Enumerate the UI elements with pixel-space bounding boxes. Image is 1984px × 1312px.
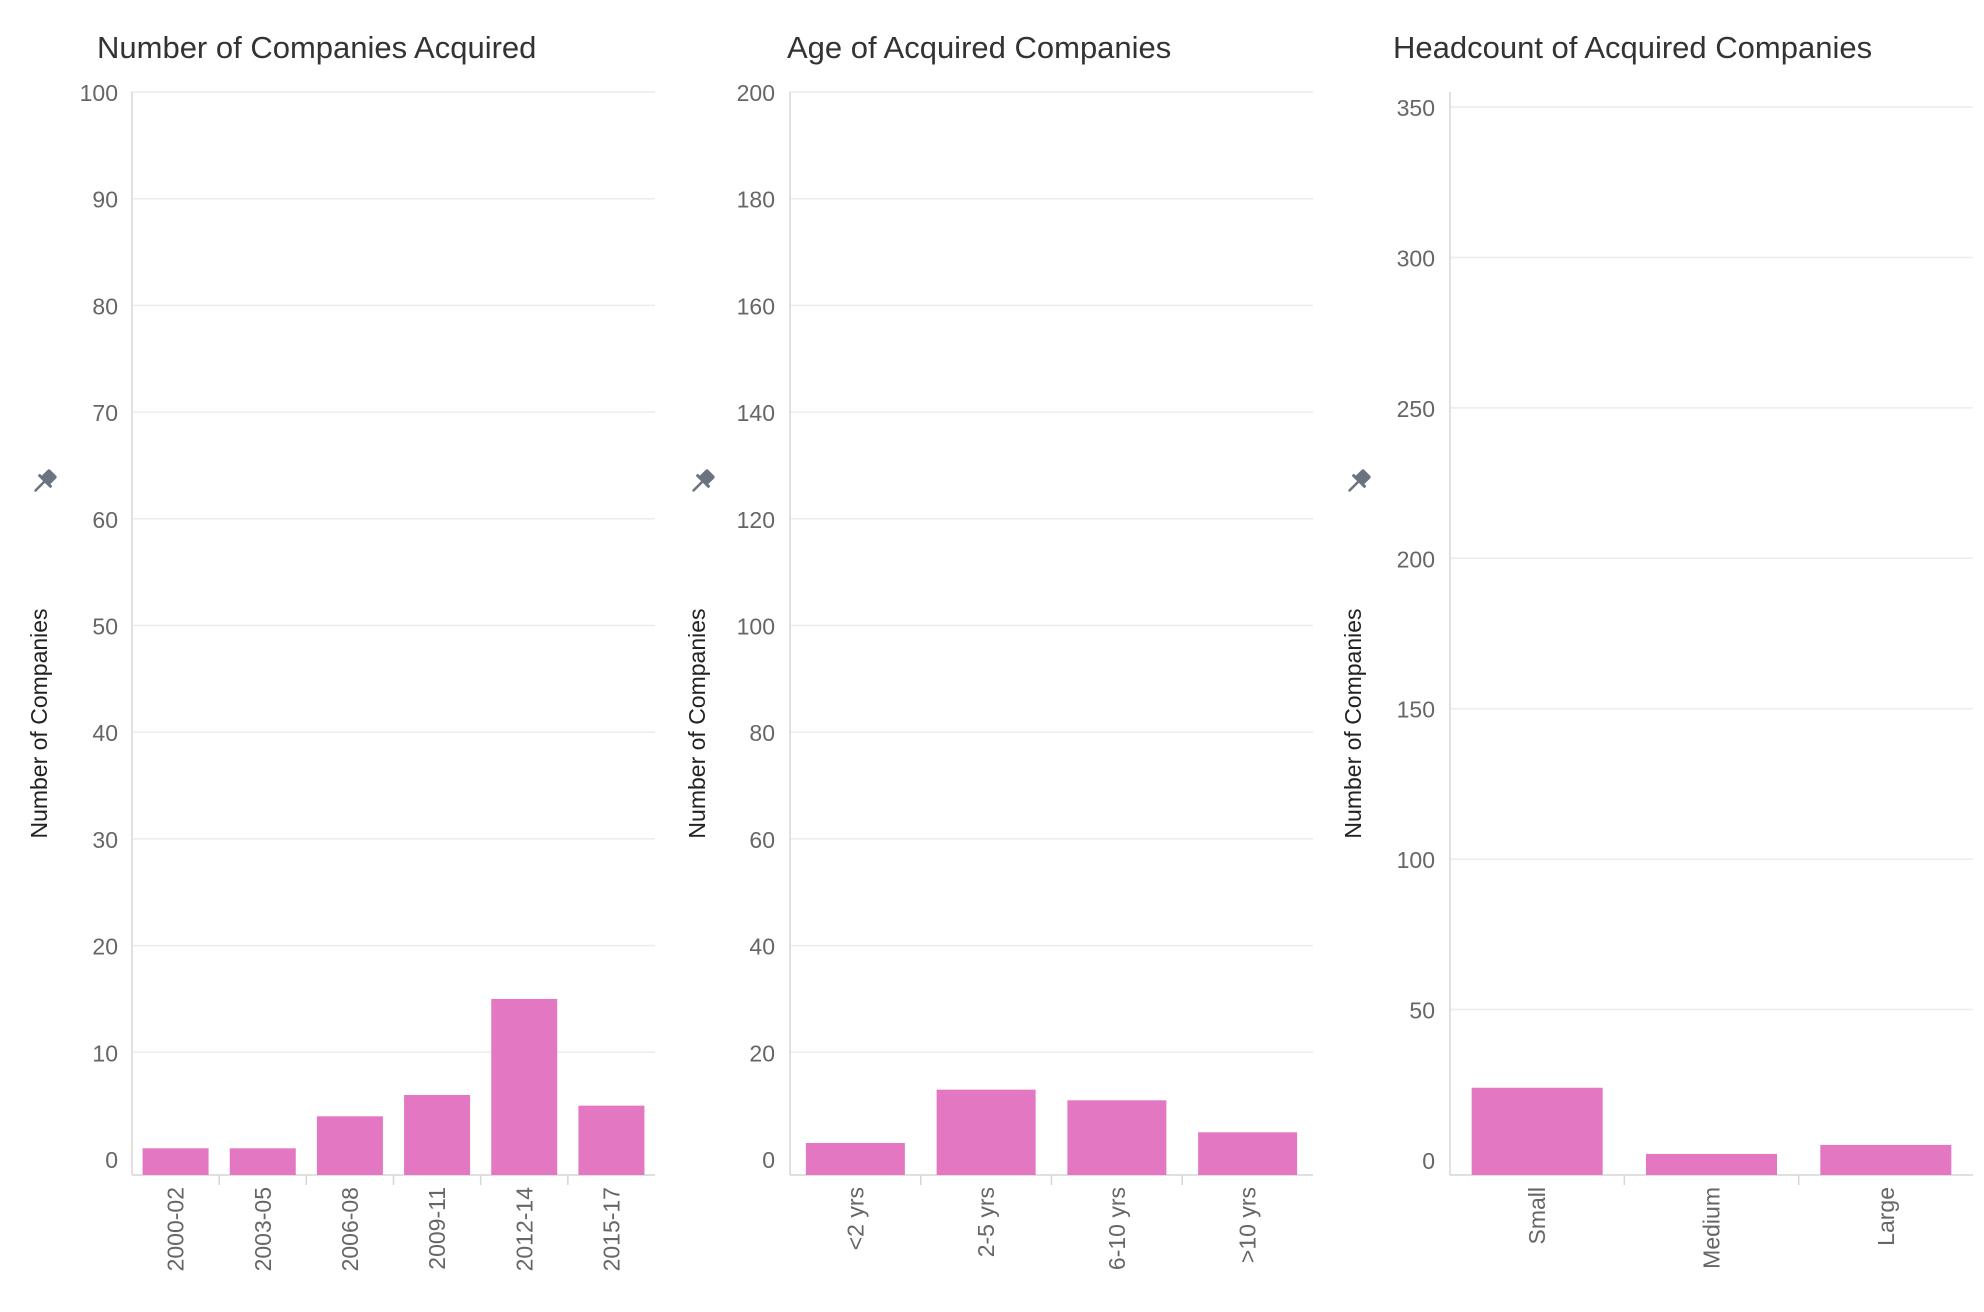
y-tick-label: 20	[92, 934, 118, 960]
y-axis-label: Number of Companies	[684, 608, 710, 838]
x-tick-label: Small	[1524, 1187, 1550, 1245]
y-tick-label: 60	[749, 827, 775, 853]
bar->10 yrs	[1198, 1132, 1298, 1175]
y-tick-label: 180	[737, 187, 775, 213]
y-tick-label: 160	[737, 293, 775, 319]
y-tick-label: 80	[92, 293, 118, 319]
chart-panel-2: Age of Acquired Companies 0 20 40 60 80 100 120…	[684, 30, 1313, 1270]
x-tick-label: >10 yrs	[1235, 1187, 1261, 1263]
x-tick-label: 2015-17	[598, 1187, 624, 1271]
y-tick-label: 100	[1397, 847, 1435, 873]
pin-icon-needle	[34, 480, 46, 492]
pin-icon	[1348, 469, 1371, 492]
y-tick-label: 150	[1397, 697, 1435, 723]
y-axis-label: Number of Companies	[1340, 608, 1366, 838]
y-tick-label: 50	[1409, 998, 1435, 1024]
y-tick-label: 250	[1397, 396, 1435, 422]
bar-2012-14	[491, 998, 558, 1175]
x-tick-label: Medium	[1699, 1187, 1725, 1269]
x-tick-label: 2-5 yrs	[973, 1187, 999, 1257]
bar-2006-08	[316, 1116, 383, 1175]
bar-Medium	[1646, 1153, 1777, 1175]
chart-title: Number of Companies Acquired	[97, 30, 536, 65]
y-tick-label: 90	[92, 187, 118, 213]
bar-2015-17	[578, 1105, 645, 1175]
y-tick-label: 350	[1397, 95, 1435, 121]
y-tick-label: 30	[92, 827, 118, 853]
chart-title: Age of Acquired Companies	[787, 30, 1171, 65]
bar-Large	[1820, 1144, 1952, 1175]
bar-2000-02	[142, 1148, 209, 1175]
y-tick-label: 10	[92, 1040, 118, 1066]
y-tick-label: 200	[1397, 546, 1435, 572]
pin-icon-needle	[1348, 480, 1360, 492]
x-tick-label: Large	[1873, 1187, 1899, 1246]
chart-panel-1: Number of Companies Acquired 0 10 20 30 40 50 6…	[26, 30, 655, 1271]
pin-icon	[34, 469, 57, 492]
x-tick-label: 2009-11	[424, 1187, 450, 1270]
x-tick-label: 2012-14	[511, 1187, 537, 1272]
pin-icon-base	[1352, 473, 1367, 488]
pin-icon	[692, 469, 715, 492]
y-tick-label: 100	[737, 613, 775, 639]
x-tick-label: 2006-08	[337, 1187, 363, 1271]
x-tick-label: <2 yrs	[842, 1187, 868, 1250]
y-tick-label: 200	[737, 80, 775, 106]
pin-icon-base	[696, 473, 711, 488]
y-tick-label: 0	[762, 1147, 775, 1173]
y-tick-label: 40	[92, 720, 118, 746]
y-tick-label: 40	[749, 934, 775, 960]
y-tick-label: 80	[749, 720, 775, 746]
pin-icon-needle	[692, 480, 704, 492]
y-tick-label: 300	[1397, 245, 1435, 271]
pin-icon-base	[38, 473, 53, 488]
y-tick-label: 100	[80, 80, 118, 106]
y-tick-label: 50	[92, 613, 118, 639]
y-tick-label: 70	[92, 400, 118, 426]
y-tick-label: 0	[105, 1147, 118, 1173]
x-tick-label: 2000-02	[163, 1187, 189, 1271]
x-tick-label: 6-10 yrs	[1104, 1187, 1130, 1270]
chart-title: Headcount of Acquired Companies	[1393, 30, 1872, 65]
bar-<2 yrs	[805, 1142, 905, 1175]
bar-2003-05	[229, 1148, 296, 1175]
y-tick-label: 0	[1422, 1148, 1435, 1174]
bar-Small	[1471, 1087, 1603, 1175]
y-tick-label: 60	[92, 507, 118, 533]
y-tick-label: 20	[749, 1040, 775, 1066]
chart-panel-3: Headcount of Acquired Companies 0 50 100 150…	[1340, 30, 1973, 1269]
bar-2009-11	[404, 1094, 471, 1175]
bar-6-10 yrs	[1067, 1100, 1167, 1175]
y-tick-label: 140	[737, 400, 775, 426]
y-tick-label: 120	[737, 507, 775, 533]
x-tick-label: 2003-05	[250, 1187, 276, 1271]
bar-2-5 yrs	[936, 1089, 1036, 1175]
y-axis-label: Number of Companies	[26, 608, 52, 838]
